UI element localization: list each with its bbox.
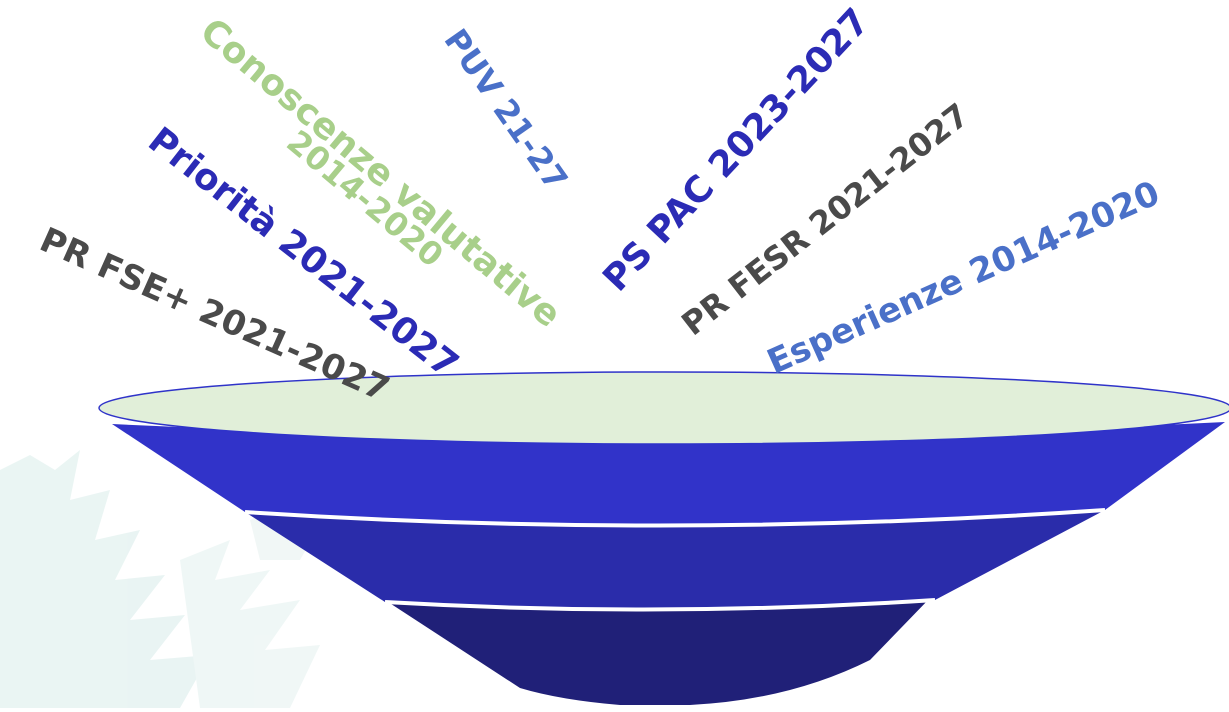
labels: PR FSE+ 2021-2027 Priorità 2021-2027 Con… <box>34 1 1166 410</box>
bg-tree-shape-2 <box>180 540 320 708</box>
bowl-band-bottom <box>385 598 930 705</box>
label-puv: PUV 21-27 <box>437 22 576 198</box>
bowl-divider-1 <box>244 508 1106 528</box>
bowl <box>98 371 1229 705</box>
bowl-divider-2 <box>384 598 936 612</box>
bg-tree-shape <box>0 450 210 708</box>
bowl-rim <box>98 371 1229 445</box>
label-pr-fse: PR FSE+ 2021-2027 <box>34 220 395 410</box>
label-ps-pac: PS PAC 2023-2027 <box>595 1 877 300</box>
bowl-band-middle <box>245 510 1105 610</box>
bowl-band-top <box>112 422 1225 526</box>
